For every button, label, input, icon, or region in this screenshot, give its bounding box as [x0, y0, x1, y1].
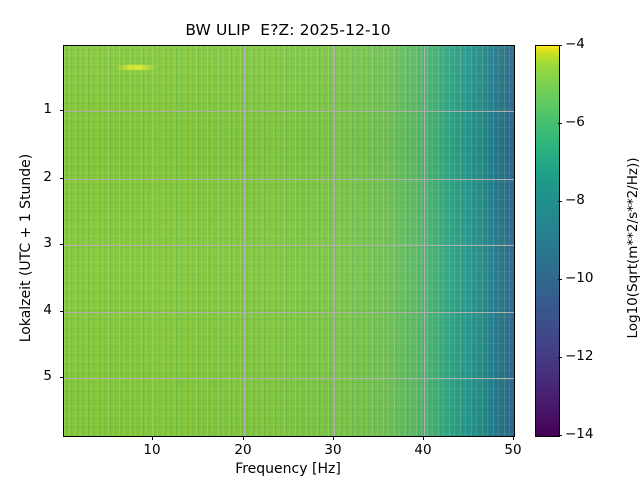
- xtick-label-10: 10: [143, 442, 161, 458]
- ytick-label-1: 1: [43, 101, 52, 117]
- cbar-tick-mark-minus4: [558, 45, 562, 46]
- y-axis-label: Lokalzeit (UTC + 1 Stunde): [18, 153, 34, 343]
- gridline-x-30: [334, 46, 335, 436]
- cbar-tick-label-minus6: −6: [565, 114, 585, 130]
- xtick-mark-10: [152, 436, 153, 440]
- ytick-label-2: 2: [43, 169, 52, 185]
- cbar-tick-label-minus10: −10: [565, 270, 594, 286]
- ytick-mark-3: [59, 244, 63, 245]
- cbar-tick-label-minus4: −4: [565, 36, 585, 52]
- ytick-label-3: 3: [43, 235, 52, 251]
- chart-title: BW ULIP E?Z: 2025-12-10: [185, 21, 391, 39]
- ytick-label-5: 5: [43, 368, 52, 384]
- xtick-mark-40: [423, 436, 424, 440]
- ytick-mark-4: [59, 311, 63, 312]
- cbar-tick-mark-minus14: [558, 435, 562, 436]
- cbar-tick-mark-minus10: [558, 279, 562, 280]
- ytick-mark-5: [59, 377, 63, 378]
- gridline-y-2: [64, 179, 514, 180]
- xtick-mark-50: [513, 436, 514, 440]
- gridline-y-5: [64, 378, 514, 379]
- ytick-mark-2: [59, 178, 63, 179]
- gridline-x-40: [424, 46, 425, 436]
- low-frequency-transient-streak: [116, 65, 158, 70]
- gridline-y-3: [64, 245, 514, 246]
- cbar-tick-mark-minus12: [558, 357, 562, 358]
- xtick-label-30: 30: [324, 442, 342, 458]
- ytick-label-4: 4: [43, 302, 52, 318]
- xtick-label-40: 40: [414, 442, 432, 458]
- xtick-label-50: 50: [504, 442, 522, 458]
- gridline-y-1: [64, 111, 514, 112]
- xtick-mark-20: [243, 436, 244, 440]
- cbar-tick-label-minus8: −8: [565, 192, 585, 208]
- cbar-tick-label-minus12: −12: [565, 348, 594, 364]
- cbar-tick-mark-minus8: [558, 201, 562, 202]
- spectrogram-axes: [63, 45, 515, 437]
- xtick-mark-30: [333, 436, 334, 440]
- x-axis-label: Frequency [Hz]: [235, 461, 341, 477]
- ytick-mark-1: [59, 110, 63, 111]
- gridline-x-10: [153, 46, 154, 436]
- xtick-label-20: 20: [234, 442, 252, 458]
- cbar-tick-mark-minus6: [558, 123, 562, 124]
- gridline-x-20: [244, 46, 245, 436]
- colorbar: [535, 45, 560, 437]
- colorbar-axis-label: Log10(Sqrt(m**2/s**2/Hz)): [625, 157, 640, 339]
- gridline-y-4: [64, 312, 514, 313]
- cbar-tick-label-minus14: −14: [565, 426, 594, 442]
